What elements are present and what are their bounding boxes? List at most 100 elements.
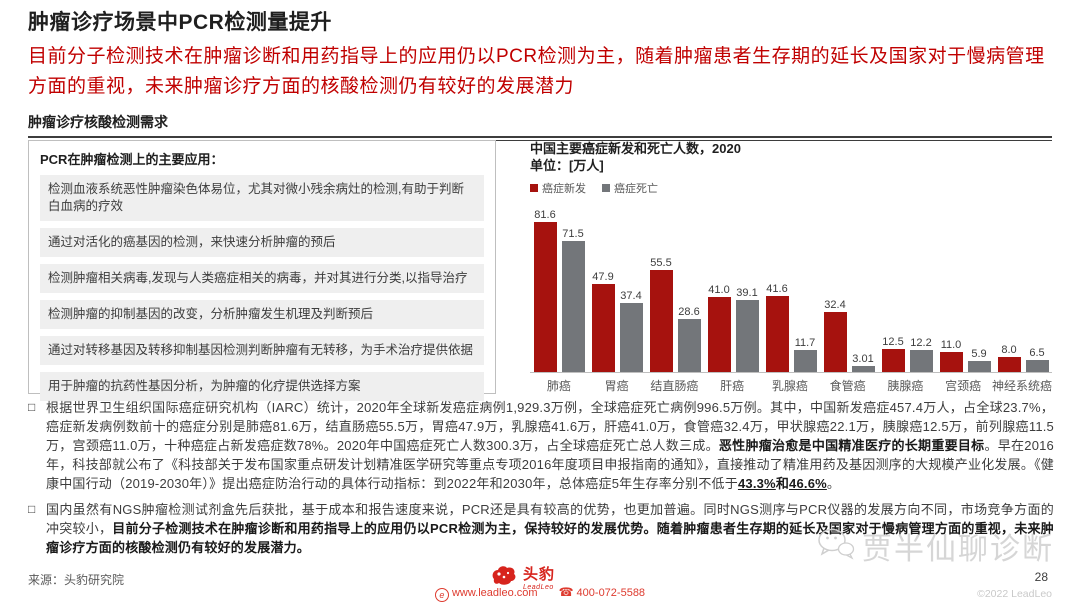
bar-value-label: 11.0 <box>940 339 962 351</box>
bar <box>823 312 847 372</box>
bar-column: 8.0 <box>997 344 1021 372</box>
bullet-item: □ 根据世界卫生组织国际癌症研究机构（IARC）统计，2020年全球新发癌症病例1… <box>28 398 1054 493</box>
logo-text: 头豹 <box>523 565 556 583</box>
bar-group: 41.6 11.7 <box>762 283 820 372</box>
section-rule <box>28 136 1052 141</box>
logo-text-block: 头豹 LeadLeo <box>523 567 555 591</box>
bar-value-label: 32.4 <box>824 299 846 311</box>
bullet-text-segment: 根据世界卫生组织国际癌症研究机构（IARC）统计，2020年全球新发癌症病例1,… <box>46 400 1054 453</box>
bar <box>909 350 933 372</box>
bar-value-label: 11.7 <box>794 337 816 349</box>
bar-value-label: 5.9 <box>971 348 987 360</box>
bar-value-label: 41.0 <box>708 284 730 296</box>
bar-column: 39.1 <box>735 287 759 372</box>
cancer-stats-chart: 中国主要癌症新发和死亡人数，2020 单位：[万人] 癌症新发 癌症死亡 81.6… <box>530 140 1052 394</box>
bar-value-label: 37.4 <box>620 290 642 302</box>
bar <box>561 241 585 372</box>
bar <box>967 361 991 372</box>
bar-column: 12.5 <box>881 336 905 372</box>
page-number: 28 <box>1034 570 1048 584</box>
bar <box>533 222 557 372</box>
page-subtitle: 目前分子检测技术在肿瘤诊断和用药指导上的应用仍以PCR检测为主，随着肿瘤患者生存… <box>28 46 1045 97</box>
bar-group: 81.6 71.5 <box>530 209 588 372</box>
bar-column: 12.2 <box>909 337 933 372</box>
bar <box>793 350 817 372</box>
bar-column: 55.5 <box>649 257 673 372</box>
bullet-text-segment: 。 <box>826 476 841 491</box>
bar-value-label: 71.5 <box>562 228 584 240</box>
phone-number: 400-072-5588 <box>576 587 646 599</box>
pcr-application-item: 检测血液系统恶性肿瘤染色体易位，尤其对微小残余病灶的检测,有助于判断白血病的疗效 <box>40 175 484 221</box>
pcr-application-item: 通过对转移基因及转移抑制基因检测判断肿瘤有无转移，为手术治疗提供依据 <box>40 336 484 365</box>
leadleo-logo-icon <box>488 564 518 593</box>
bar-column: 11.0 <box>939 339 963 372</box>
web-icon: e <box>434 588 449 602</box>
bullet-text-segment: 目前分子检测技术在肿瘤诊断和用药指导上的应用仍以PCR检测为主，保持较好的发展优… <box>46 521 1054 555</box>
pcr-application-item: 通过对活化的癌基因的检测，来快速分析肿瘤的预后 <box>40 228 484 257</box>
chart-plot-area: 81.6 71.5 47.9 37.4 55.5 28.6 41.0 39.1 41.6 11.7… <box>530 200 1052 373</box>
bar-value-label: 55.5 <box>650 257 672 269</box>
watermark: 贾半仙聊诊断 <box>816 524 1054 568</box>
pcr-application-list: 检测血液系统恶性肿瘤染色体易位，尤其对微小残余病灶的检测,有助于判断白血病的疗效… <box>40 175 484 401</box>
bullet-text-segment: 。早在2016年，科技部就公布了《科技部关于发布国家重点研发计划精准医学研究等重… <box>46 438 1054 491</box>
bar <box>591 284 615 372</box>
bar-category-label: 乳腺癌 <box>771 379 808 393</box>
bar <box>649 270 673 372</box>
bar-category-label: 食管癌 <box>829 379 866 393</box>
phone-icon: ☎ <box>558 585 574 599</box>
pcr-application-item: 检测肿瘤的抑制基因的改变，分析肿瘤发生机理及判断预后 <box>40 300 484 329</box>
phone-block: ☎ 400-072-5588 <box>558 585 646 599</box>
bar <box>735 300 759 372</box>
chart-legend: 癌症新发 癌症死亡 <box>530 180 1052 196</box>
legend-item: 癌症新发 <box>530 180 586 196</box>
bar-column: 47.9 <box>591 271 615 372</box>
bar <box>677 319 701 372</box>
pcr-applications-panel: PCR在肿瘤检测上的主要应用： 检测血液系统恶性肿瘤染色体易位，尤其对微小残余病… <box>28 140 496 401</box>
bar-value-label: 3.01 <box>852 353 874 365</box>
bullet-item: □ 国内虽然有NGS肿瘤检测试剂盒先后获批，基于成本和报告速度来说，PCR还是具有… <box>28 500 1054 557</box>
bar-group: 11.0 5.9 <box>936 339 994 372</box>
bar <box>881 349 905 372</box>
legend-label: 癌症死亡 <box>614 183 658 195</box>
bullet-marker: □ <box>28 400 36 414</box>
bullet-text-segment: 46.6% <box>789 476 827 491</box>
analysis-bullets: □ 根据世界卫生组织国际癌症研究机构（IARC）统计，2020年全球新发癌症病例1… <box>28 398 1054 564</box>
bar-column: 11.7 <box>793 337 817 372</box>
chart-title: 中国主要癌症新发和死亡人数，2020 <box>530 141 741 156</box>
bar-category-label: 肝癌 <box>720 379 745 393</box>
website-link[interactable]: www.leadleo.com <box>451 587 538 599</box>
bar <box>707 297 731 372</box>
bar-category-label: 宫颈癌 <box>945 379 982 393</box>
bar <box>997 357 1021 372</box>
bar-column: 81.6 <box>533 209 557 372</box>
pcr-panel-title: PCR在肿瘤检测上的主要应用： <box>40 152 224 167</box>
bar-group: 55.5 28.6 <box>646 257 704 372</box>
pcr-application-item: 用于肿瘤的抗药性基因分析，为肿瘤的化疗提供选择方案 <box>40 372 484 401</box>
bar-column: 3.01 <box>851 353 875 372</box>
page-title: 肿瘤诊疗场景中PCR检测量提升 <box>28 11 332 34</box>
logo-subtext: LeadLeo <box>523 583 554 591</box>
bar-value-label: 39.1 <box>736 287 758 299</box>
contact-bar: e www.leadleo.com ☎ 400-072-5588 <box>0 585 1080 602</box>
bullet-text-segment: 国内虽然有NGS肿瘤检测试剂盒先后获批，基于成本和报告速度来说，PCR还是具有较… <box>46 502 1054 536</box>
bar-group: 32.4 3.01 <box>820 299 878 372</box>
leadleo-logo: 头豹 LeadLeo <box>488 564 555 593</box>
legend-swatch <box>530 184 538 192</box>
bullet-marker: □ <box>28 502 36 516</box>
header: 肿瘤诊疗场景中PCR检测量提升 目前分子检测技术在肿瘤诊断和用药指导上的应用仍以… <box>28 6 1052 102</box>
bar-value-label: 28.6 <box>678 306 700 318</box>
bar-category-label: 胃癌 <box>604 379 629 393</box>
bar-value-label: 12.2 <box>910 337 932 349</box>
bar-value-label: 12.5 <box>882 336 904 348</box>
bar-value-label: 8.0 <box>1001 344 1017 356</box>
bullet-text-segment: 和 <box>775 476 790 491</box>
bar-value-label: 6.5 <box>1029 347 1045 359</box>
bar-column: 5.9 <box>967 348 991 372</box>
legend-item: 癌症死亡 <box>602 180 658 196</box>
bar <box>765 296 789 372</box>
bar <box>1025 360 1049 372</box>
bar-group: 8.0 6.5 <box>994 344 1052 372</box>
bar-column: 37.4 <box>619 290 643 372</box>
section-header: 肿瘤诊疗核酸检测需求 <box>28 112 1052 141</box>
